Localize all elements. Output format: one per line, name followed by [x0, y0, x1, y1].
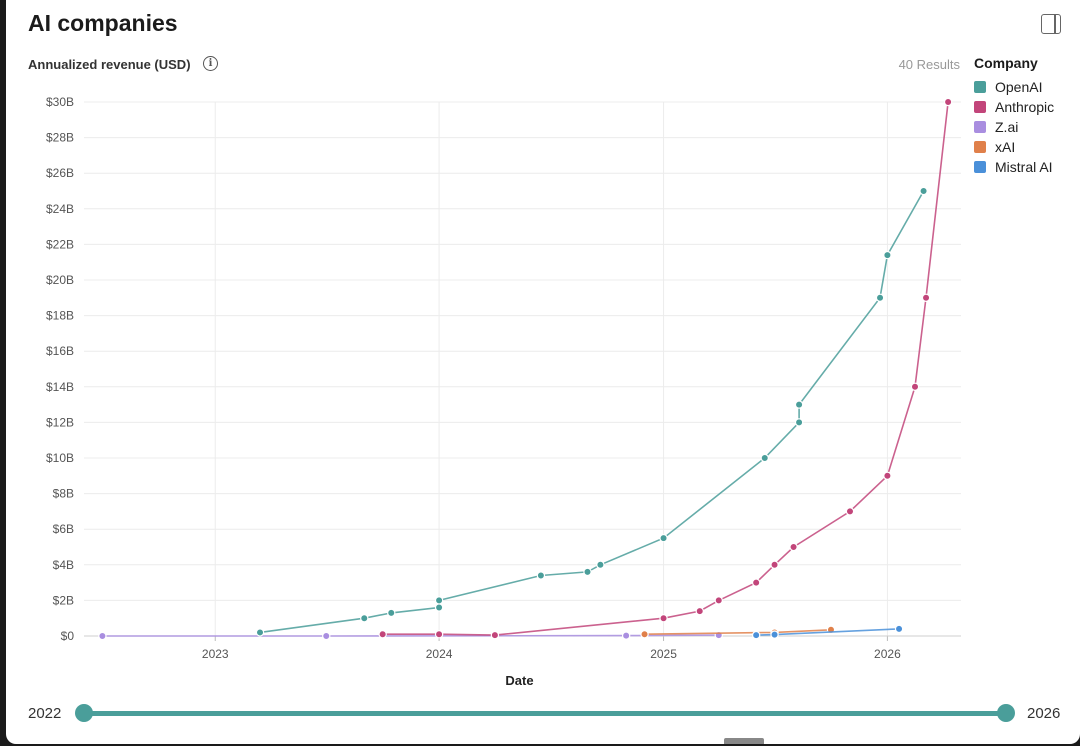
legend-label-zai: Z.ai	[995, 119, 1019, 135]
data-point-mistral-ai[interactable]	[751, 630, 761, 640]
data-point-anthropic[interactable]	[378, 630, 387, 639]
data-point-mistral-ai[interactable]	[894, 624, 904, 634]
legend-label-mistral: Mistral AI	[995, 159, 1053, 175]
legend-item-xai[interactable]: xAI	[974, 137, 1054, 157]
data-point-anthropic[interactable]	[845, 507, 855, 516]
data-point-openai[interactable]	[255, 628, 265, 637]
data-point-openai[interactable]	[659, 533, 668, 543]
legend-label-anthropic: Anthropic	[995, 99, 1055, 115]
legend-item-mistral[interactable]: Mistral AI	[974, 157, 1054, 177]
data-point-anthropic[interactable]	[434, 630, 444, 639]
data-point-openai[interactable]	[596, 560, 605, 570]
y-tick-label: $18B	[46, 309, 74, 323]
data-point-anthropic[interactable]	[695, 606, 704, 616]
series-line-z-ai	[102, 634, 719, 637]
legend-item-anthropic[interactable]: Anthropic	[974, 97, 1054, 117]
range-slider-end-handle[interactable]	[997, 704, 1015, 722]
legend-swatch-mistral	[974, 161, 986, 173]
data-point-openai[interactable]	[883, 250, 892, 260]
range-end-label: 2026	[1027, 705, 1061, 722]
data-point-anthropic[interactable]	[789, 542, 798, 552]
grid-layer	[84, 101, 961, 641]
data-point-z-ai[interactable]	[621, 631, 631, 640]
results-count: 40 Results	[898, 57, 960, 72]
y-axis-ticks: $0 $2B $4B $6B $8B $10B $12B $14B $16B $18B $20B $2…	[46, 95, 74, 643]
legend-swatch-openai	[974, 81, 986, 93]
y-tick-label: $16B	[46, 344, 74, 358]
legend: Company OpenAI Anthropic Z.ai xAI Mistra…	[974, 55, 1054, 177]
series-anthropic	[378, 97, 953, 640]
y-tick-label: $30B	[46, 95, 74, 109]
data-point-anthropic[interactable]	[770, 560, 779, 570]
range-slider-start-handle[interactable]	[75, 704, 93, 722]
data-point-anthropic[interactable]	[910, 382, 920, 391]
y-tick-label: $0	[61, 629, 75, 643]
data-point-xai[interactable]	[640, 630, 649, 639]
app-frame: AI companies Annualized revenue (USD) i …	[6, 0, 1080, 744]
data-point-anthropic[interactable]	[659, 614, 668, 623]
y-tick-label: $10B	[46, 451, 74, 465]
window-resize-grip[interactable]	[724, 738, 764, 744]
data-point-openai[interactable]	[387, 608, 396, 618]
page-title: AI companies	[28, 10, 178, 36]
range-slider-track[interactable]	[84, 711, 1006, 716]
data-point-openai[interactable]	[794, 400, 804, 409]
data-point-openai[interactable]	[434, 603, 444, 612]
series-line-openai	[259, 190, 925, 634]
data-point-openai[interactable]	[875, 293, 885, 302]
x-tick-label: 2023	[202, 647, 229, 661]
x-axis-ticks: 2023 2024 2025 2026	[202, 647, 901, 661]
y-tick-label: $8B	[53, 487, 74, 501]
y-tick-label: $24B	[46, 202, 74, 216]
info-icon[interactable]: i	[203, 56, 218, 71]
data-point-openai[interactable]	[760, 453, 769, 463]
y-tick-label: $22B	[46, 237, 74, 251]
metric-label: Annualized revenue (USD)	[28, 57, 191, 72]
x-axis-title: Date	[505, 673, 533, 688]
data-point-openai[interactable]	[536, 571, 546, 580]
data-point-z-ai[interactable]	[322, 631, 331, 641]
data-point-mistral-ai[interactable]	[770, 630, 779, 639]
legend-swatch-anthropic	[974, 101, 986, 113]
y-tick-label: $4B	[53, 558, 74, 572]
legend-item-openai[interactable]: OpenAI	[974, 77, 1054, 97]
y-tick-label: $2B	[53, 593, 74, 607]
revenue-line-chart: $0 $2B $4B $6B $8B $10B $12B $14B $16B $18B $20B $2…	[46, 95, 961, 688]
x-tick-label: 2024	[426, 647, 453, 661]
data-point-openai[interactable]	[360, 614, 369, 623]
panel-toggle-icon[interactable]	[1041, 14, 1061, 34]
data-point-anthropic[interactable]	[943, 97, 953, 107]
data-point-anthropic[interactable]	[921, 293, 931, 302]
series-line-anthropic	[382, 101, 949, 636]
data-point-z-ai[interactable]	[98, 631, 107, 641]
data-point-openai[interactable]	[794, 418, 804, 427]
y-tick-label: $26B	[46, 166, 74, 180]
y-tick-label: $20B	[46, 273, 74, 287]
legend-title: Company	[974, 55, 1038, 71]
legend-label-openai: OpenAI	[995, 79, 1043, 95]
legend-swatch-xai	[974, 141, 986, 153]
x-tick-label: 2025	[650, 647, 677, 661]
legend-item-zai[interactable]: Z.ai	[974, 117, 1054, 137]
x-tick-label: 2026	[874, 647, 901, 661]
y-tick-label: $14B	[46, 380, 74, 394]
series-z-ai	[98, 630, 723, 641]
series-mistral-ai	[751, 624, 904, 640]
data-point-openai[interactable]	[583, 567, 592, 577]
data-point-anthropic[interactable]	[883, 471, 892, 480]
series-layer	[98, 97, 953, 641]
series-openai	[255, 186, 928, 637]
data-point-anthropic[interactable]	[714, 596, 723, 605]
data-point-anthropic[interactable]	[490, 630, 500, 640]
data-point-anthropic[interactable]	[751, 578, 761, 587]
data-point-openai[interactable]	[434, 596, 444, 605]
legend-label-xai: xAI	[995, 139, 1016, 155]
data-point-openai[interactable]	[919, 186, 928, 196]
y-tick-label: $6B	[53, 522, 74, 536]
range-start-label: 2022	[28, 705, 62, 722]
y-tick-label: $12B	[46, 415, 74, 429]
y-tick-label: $28B	[46, 131, 74, 145]
legend-swatch-zai	[974, 121, 986, 133]
